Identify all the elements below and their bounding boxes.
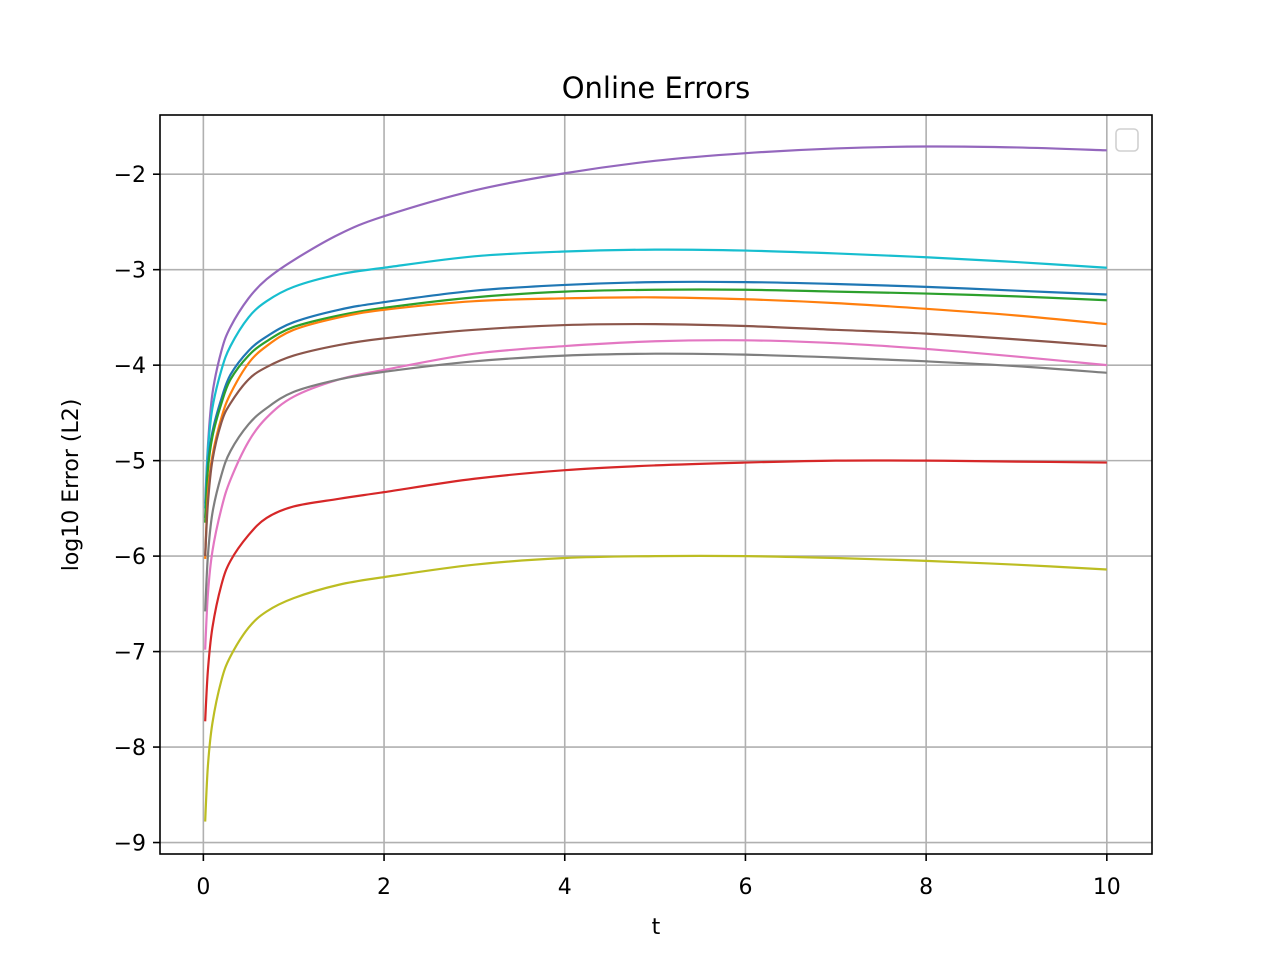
series-line-3 (204, 280, 1107, 518)
grid-lines (160, 115, 1152, 854)
x-tick-label: 10 (1093, 875, 1121, 900)
y-tick-label: −4 (114, 354, 146, 379)
y-tick-label: −9 (114, 832, 146, 857)
series-line-10 (204, 554, 1107, 822)
legend-box (1115, 128, 1139, 152)
x-tick-label: 8 (919, 875, 933, 900)
axis-ticks: 0 2 4 6 8 10 −9 −8 −7 −6 −5 −4 −3 −2 (114, 163, 1121, 900)
x-axis-label: t (652, 915, 661, 940)
series-line-6 (204, 322, 1107, 557)
y-tick-label: −5 (114, 450, 146, 475)
series-line-7 (204, 339, 1107, 650)
legend (1115, 128, 1139, 152)
series-line-5 (204, 296, 1107, 560)
x-tick-label: 4 (558, 875, 572, 900)
plot-area-frame (159, 114, 1153, 855)
x-tick-label: 6 (738, 875, 752, 900)
series-line-1 (204, 145, 1107, 504)
series-line-4 (204, 288, 1107, 523)
series-line-8 (204, 352, 1107, 612)
chart-title: Online Errors (562, 71, 751, 105)
series-line-2 (204, 248, 1107, 509)
y-axis-label: log10 Error (L2) (59, 399, 84, 572)
y-tick-label: −7 (114, 641, 146, 666)
x-tick-label: 0 (196, 875, 210, 900)
y-tick-label: −3 (114, 259, 146, 284)
x-tick-label: 2 (377, 875, 391, 900)
series-lines (204, 145, 1107, 822)
series-line-9 (204, 459, 1107, 722)
y-tick-label: −2 (114, 163, 146, 188)
y-tick-label: −6 (114, 545, 146, 570)
y-tick-label: −8 (114, 736, 146, 761)
